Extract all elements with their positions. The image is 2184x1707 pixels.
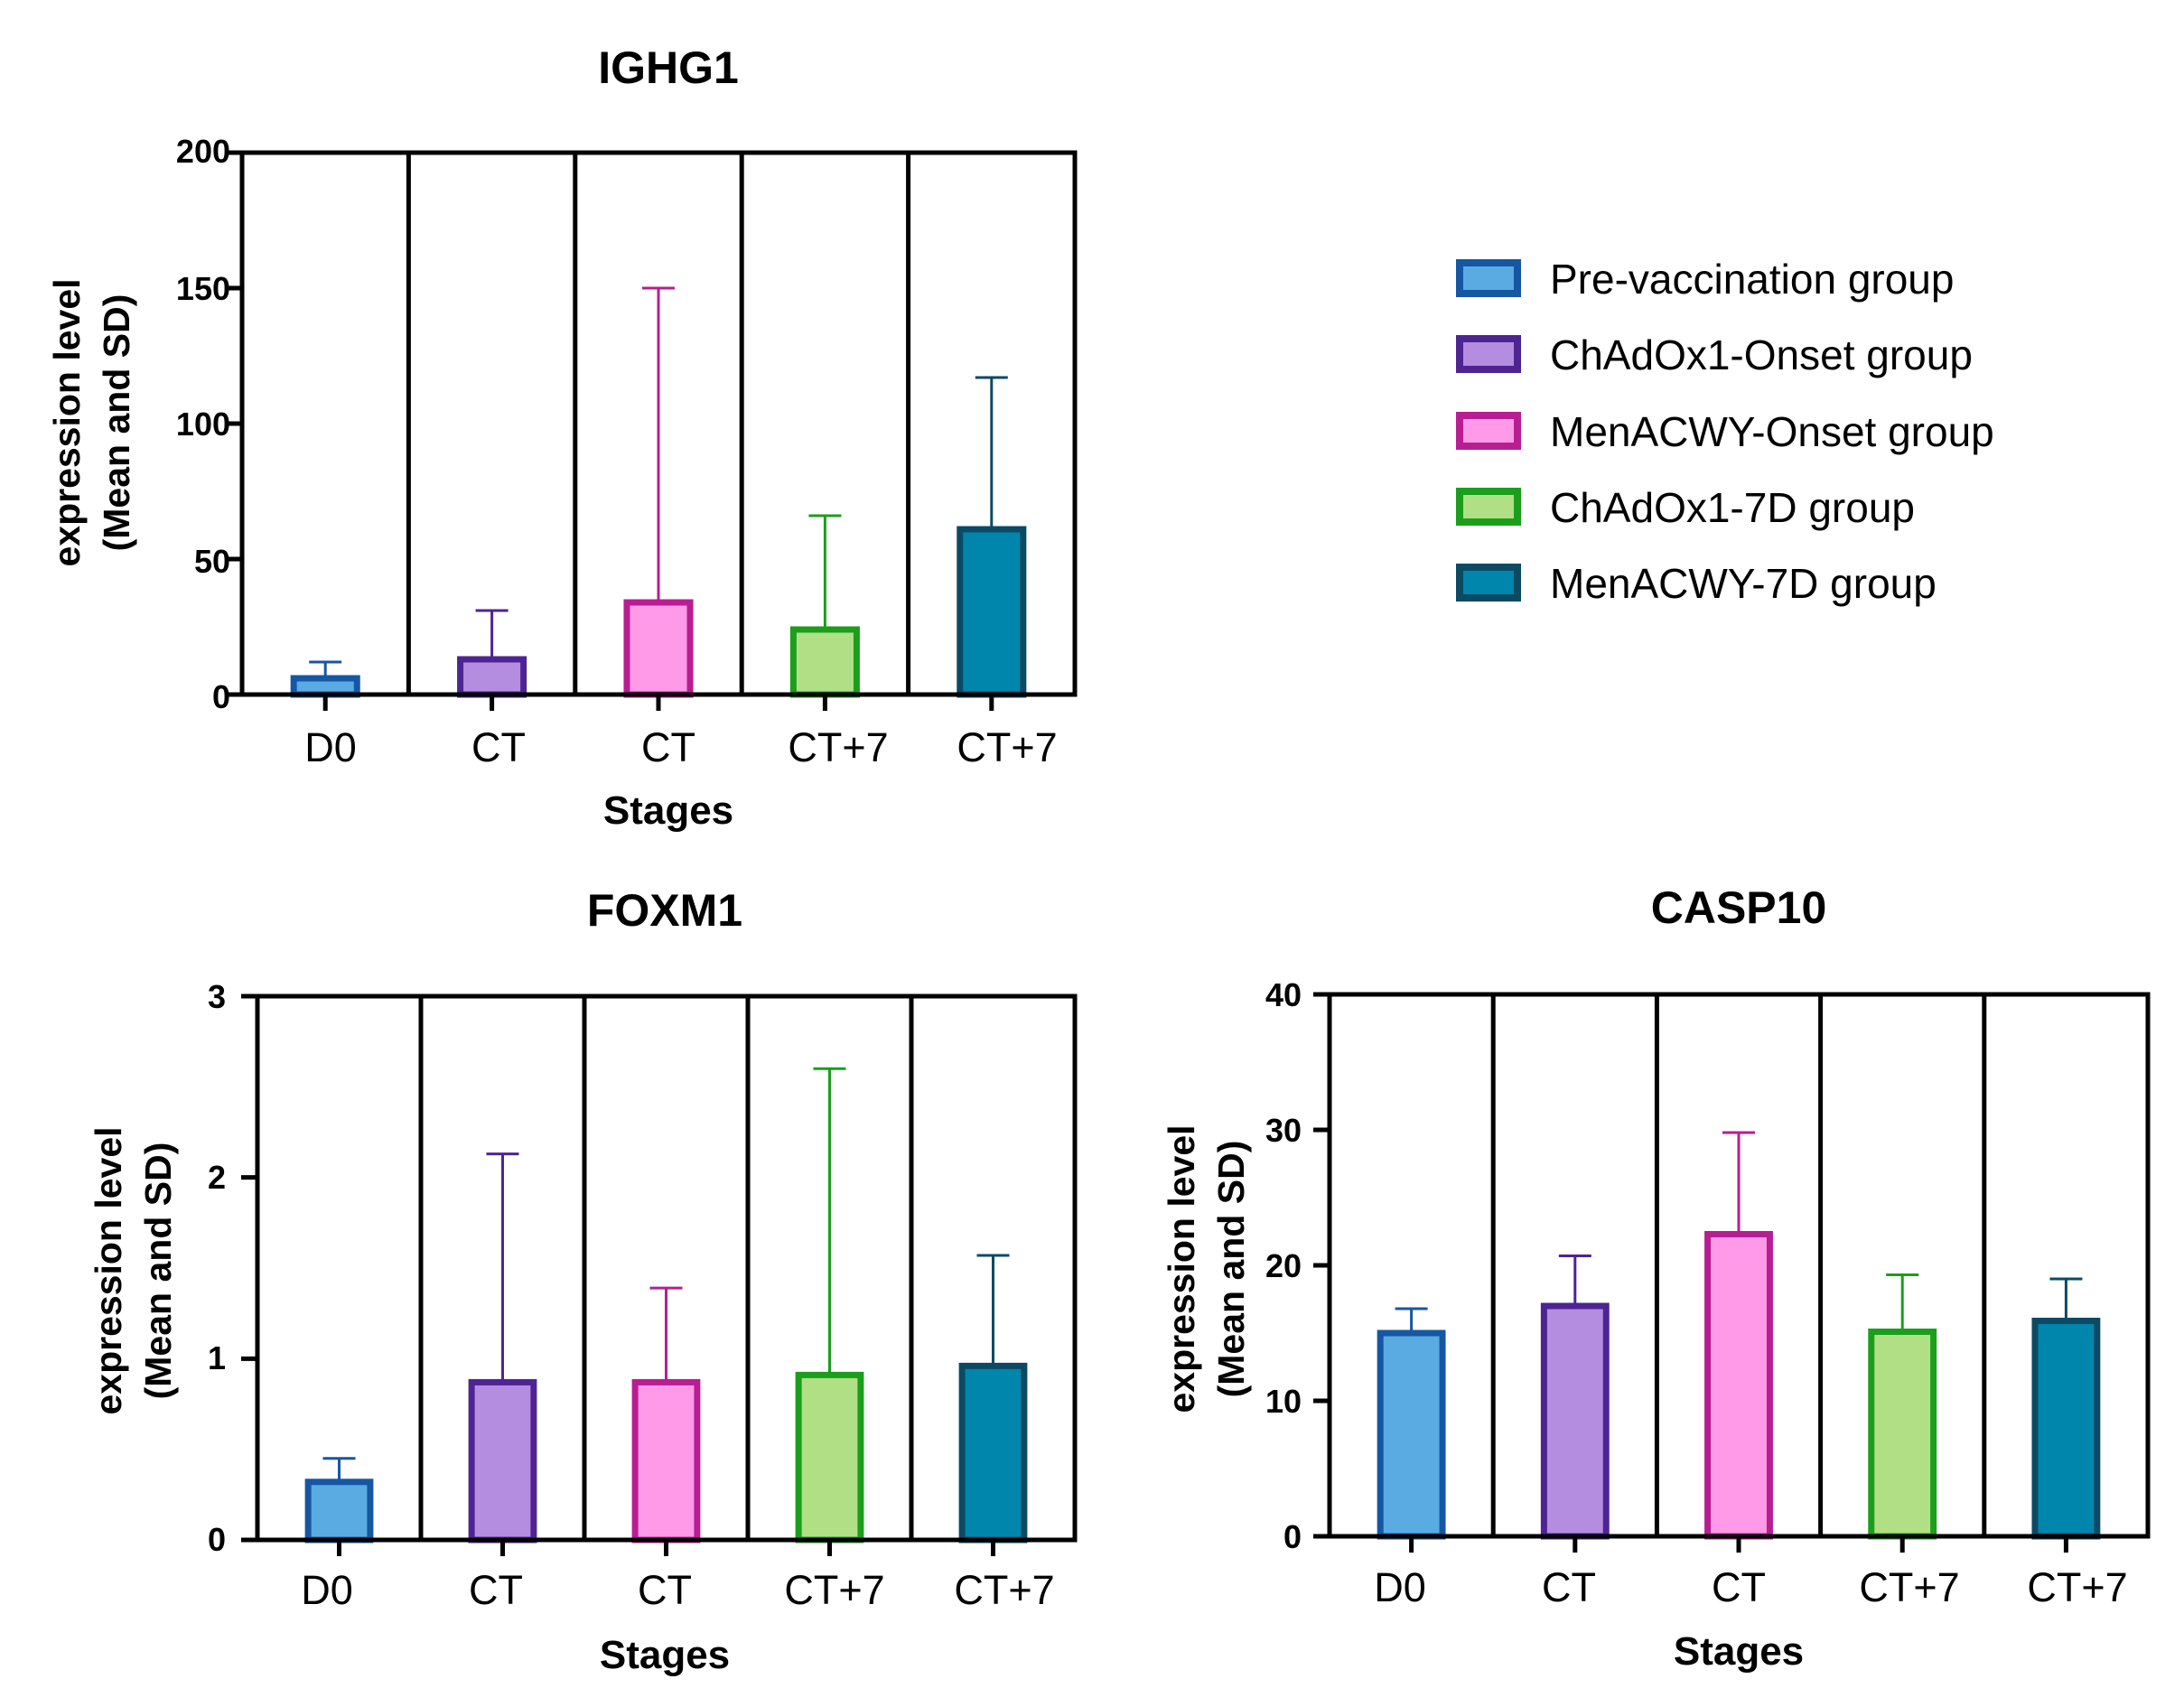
- y-tick-labels: 200 150 100 50 0: [176, 133, 230, 715]
- legend-swatch: [1456, 412, 1521, 450]
- legend: Pre-vaccination group ChAdOx1-Onset grou…: [1456, 256, 1994, 607]
- legend-entry: MenACWY-Onset group: [1456, 408, 1994, 455]
- legend-label: Pre-vaccination group: [1550, 256, 1954, 303]
- chart-panel-ighg1: IGHG1 expression level (Mean and SD) 200…: [46, 42, 1078, 833]
- legend-label: MenACWY-7D group: [1550, 560, 1937, 607]
- x-tick-label: CT+7: [1859, 1564, 1959, 1610]
- legend-entry: ChAdOx1-7D group: [1456, 484, 1915, 531]
- legend-swatch: [1456, 564, 1521, 602]
- x-tick-labels: D0 CT CT CT+7 CT+7: [1374, 1564, 2127, 1610]
- x-tick-label: CT: [641, 724, 695, 770]
- y-tick-label: 100: [176, 406, 230, 443]
- y-axis-label-line2: (Mean and SD): [1210, 1141, 1252, 1398]
- y-tick-label: 20: [1265, 1247, 1302, 1284]
- y-axis-label-line2: (Mean and SD): [137, 1143, 179, 1400]
- y-tick-label: 0: [208, 1521, 226, 1558]
- y-axis-label-line2: (Mean and SD): [96, 294, 137, 552]
- legend-swatch: [1456, 259, 1521, 297]
- chart-title: FOXM1: [587, 885, 742, 936]
- legend-swatch: [1456, 335, 1521, 373]
- bar: [468, 1378, 537, 1544]
- x-tick-label: CT+7: [2027, 1564, 2127, 1610]
- y-tick-label: 30: [1265, 1112, 1302, 1149]
- y-tick-labels: 40 30 20 10 0: [1265, 976, 1302, 1555]
- y-tick-label: 3: [208, 978, 226, 1015]
- legend-label: ChAdOx1-7D group: [1550, 484, 1915, 531]
- plot-frame: [1313, 992, 2151, 1553]
- y-tick-label: 40: [1265, 976, 1302, 1013]
- bar: [958, 1362, 1028, 1544]
- x-tick-label: CT+7: [784, 1567, 884, 1613]
- bar: [1540, 1302, 1610, 1540]
- bars: [304, 1067, 1028, 1544]
- bar: [1704, 1231, 1773, 1540]
- x-tick-label: CT+7: [788, 724, 888, 770]
- bar: [623, 599, 694, 698]
- x-tick-label: CT: [1542, 1564, 1596, 1610]
- bar: [457, 656, 527, 698]
- x-axis-label: Stages: [600, 1633, 730, 1677]
- y-axis-label: expression level: [88, 1126, 129, 1414]
- y-tick-label: 200: [176, 133, 230, 170]
- chart-panel-casp10: CASP10 expression level (Mean and SD) 40…: [1161, 882, 2151, 1674]
- y-tick-label: 10: [1265, 1383, 1302, 1420]
- bar: [304, 1478, 374, 1544]
- y-tick-labels: 3 2 1 0: [208, 978, 226, 1558]
- bar: [957, 526, 1027, 698]
- bar: [1868, 1329, 1937, 1540]
- chart-panel-foxm1: FOXM1 expression level (Mean and SD) 3 2…: [88, 885, 1078, 1677]
- x-tick-label: CT: [1712, 1564, 1766, 1610]
- x-tick-labels: D0 CT CT CT+7 CT+7: [304, 724, 1057, 770]
- legend-entry: MenACWY-7D group: [1456, 560, 1937, 607]
- bar: [1377, 1329, 1446, 1540]
- chart-title: CASP10: [1651, 882, 1827, 933]
- y-tick-label: 1: [208, 1339, 226, 1376]
- x-tick-label: CT+7: [954, 1567, 1054, 1613]
- legend-entry: ChAdOx1-Onset group: [1456, 331, 1973, 378]
- bar: [631, 1378, 701, 1544]
- legend-swatch: [1456, 488, 1521, 526]
- y-tick-label: 2: [208, 1159, 226, 1196]
- y-tick-label: 50: [194, 543, 230, 580]
- x-tick-label: CT: [471, 724, 526, 770]
- bars: [290, 286, 1027, 698]
- y-tick-label: 0: [212, 678, 230, 715]
- y-axis-label: expression level: [1161, 1124, 1202, 1413]
- legend-label: ChAdOx1-Onset group: [1550, 331, 1973, 378]
- bar: [290, 675, 360, 698]
- x-tick-label: CT: [638, 1567, 692, 1613]
- x-tick-labels: D0 CT CT CT+7 CT+7: [301, 1567, 1054, 1613]
- x-tick-label: D0: [304, 724, 357, 770]
- x-axis-label: Stages: [1674, 1629, 1804, 1674]
- bars: [1377, 1131, 2101, 1540]
- x-tick-label: CT: [469, 1567, 523, 1613]
- x-tick-label: D0: [301, 1567, 353, 1613]
- plot-frame: [241, 993, 1078, 1556]
- chart-title: IGHG1: [598, 42, 739, 93]
- plot-frame: [226, 150, 1078, 711]
- bar: [2031, 1318, 2101, 1540]
- x-tick-label: D0: [1374, 1564, 1426, 1610]
- bar: [789, 626, 860, 698]
- legend-entry: Pre-vaccination group: [1456, 256, 1954, 303]
- x-axis-label: Stages: [603, 788, 733, 833]
- y-tick-label: 0: [1283, 1518, 1302, 1555]
- legend-label: MenACWY-Onset group: [1550, 408, 1994, 455]
- y-tick-label: 150: [176, 270, 230, 307]
- bar: [795, 1371, 864, 1544]
- y-axis-label: expression level: [46, 278, 88, 566]
- x-tick-label: CT+7: [957, 724, 1057, 770]
